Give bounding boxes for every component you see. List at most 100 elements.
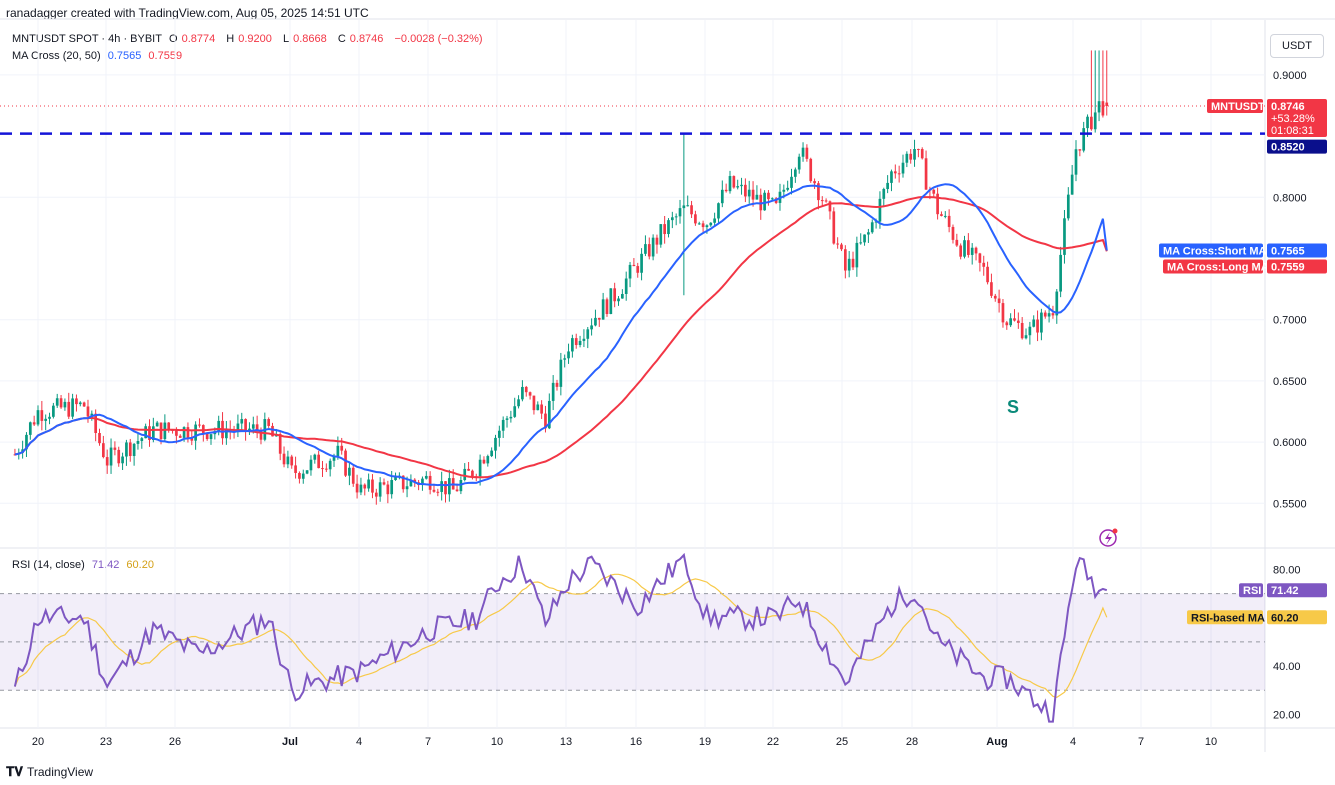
tradingview-logo-icon[interactable]: 𝐓𝐕	[6, 764, 23, 779]
candle-body	[1066, 194, 1070, 219]
rsi-legend-title[interactable]: RSI (14, close)	[12, 559, 85, 571]
candle-body	[974, 247, 978, 254]
candle-body	[763, 192, 766, 211]
symbol-name[interactable]: MNTUSDT SPOT · 4h · BYBIT	[12, 33, 162, 45]
long-ma-value-tag-text: 0.7559	[1271, 262, 1305, 274]
candle-body	[909, 153, 913, 160]
time-axis-label: 26	[169, 736, 181, 748]
long-ma-name-tag-text: MA Cross:Long MA	[1167, 262, 1269, 274]
candle-body	[94, 413, 98, 434]
resistance-tag[interactable]: 0.8520	[1267, 139, 1327, 154]
candle-body	[17, 452, 21, 455]
candle-body	[232, 430, 236, 432]
candle-body	[317, 454, 320, 469]
footer-brand[interactable]: TradingView	[27, 765, 94, 779]
candle-body	[328, 460, 332, 470]
candle-body	[840, 244, 843, 250]
candle-body	[851, 258, 855, 268]
long-ma-name-tag[interactable]: MA Cross:Long MA	[1163, 259, 1269, 274]
candle-body	[786, 187, 790, 190]
rsi-value: 71.42	[91, 559, 120, 571]
candle-body	[832, 211, 836, 244]
rsi-ma-value-tag[interactable]: 60.20	[1267, 610, 1327, 625]
footer: 𝐓𝐕 TradingView	[6, 764, 93, 780]
short-ma-line	[14, 183, 1108, 487]
candle-body	[182, 427, 186, 438]
lightning-icon[interactable]	[1099, 528, 1118, 547]
candle-body	[163, 422, 167, 440]
short-ma-name-tag[interactable]: MA Cross:Short MA	[1159, 243, 1267, 258]
candle-body	[1070, 174, 1074, 195]
candle-body	[836, 243, 839, 245]
candle-body	[286, 456, 290, 465]
price-axis-label: 0.6500	[1273, 376, 1307, 388]
candle-body	[617, 298, 620, 302]
price-name-tag[interactable]: MNTUSDT	[1207, 99, 1265, 114]
candle-body	[259, 431, 263, 440]
candle-body	[770, 198, 774, 200]
ma-short-value: 0.7565	[107, 50, 142, 62]
candle-body	[801, 147, 805, 157]
candle-body	[524, 386, 528, 393]
candle-body	[98, 433, 101, 444]
candle-body	[528, 392, 532, 396]
short-ma-name-tag-text: MA Cross:Short MA	[1163, 246, 1267, 258]
candle-body	[151, 426, 155, 441]
candle-body	[313, 454, 317, 460]
candle-body	[863, 234, 866, 243]
long-ma-value-tag[interactable]: 0.7559	[1267, 259, 1327, 274]
candle-body	[820, 200, 824, 202]
candle-body	[213, 431, 217, 435]
price-value-tag[interactable]: 0.8746+53.28%01:08:31	[1267, 99, 1327, 138]
rsi-axis-label: 40.00	[1273, 661, 1301, 673]
price-value-tag-bg	[1267, 99, 1327, 138]
candle-body	[382, 482, 386, 485]
candle-body	[463, 468, 467, 481]
candle-body	[632, 264, 636, 267]
short-ma-value-tag-bg	[1267, 243, 1327, 258]
candle-body	[125, 442, 128, 457]
candle-body	[148, 426, 151, 441]
candle-body	[1078, 149, 1082, 151]
rsi-ma-name-tag[interactable]: RSI-based MA	[1187, 610, 1265, 625]
candle-body	[544, 413, 547, 429]
candle-body	[990, 282, 993, 296]
time-axis-label: 4	[1070, 736, 1076, 748]
rsi-band-fill	[0, 593, 1265, 691]
candle-body	[574, 338, 578, 346]
candle-body	[563, 358, 567, 360]
candle-body	[1016, 320, 1020, 323]
short-ma-value-tag[interactable]: 0.7565	[1267, 243, 1327, 258]
price-axis-label: 0.5500	[1273, 498, 1307, 510]
candle-body	[1105, 102, 1109, 107]
rsi-name-tag-bg	[1239, 583, 1263, 598]
candle-body	[517, 399, 520, 407]
currency-unit-button[interactable]: USDT	[1270, 34, 1324, 58]
candle-body	[113, 447, 117, 450]
ma-legend-title[interactable]: MA Cross (20, 50)	[12, 50, 101, 62]
candle-body	[155, 422, 159, 427]
rsi-ma-name-tag-bg	[1187, 610, 1263, 625]
candle-body	[275, 434, 278, 437]
candle-body	[713, 218, 716, 223]
candle-body	[267, 419, 271, 426]
short-ma-name-tag-bg	[1159, 243, 1263, 258]
candle-body	[298, 472, 301, 479]
candle-body	[940, 214, 943, 216]
candle-body	[813, 181, 816, 184]
candle-body	[1063, 218, 1066, 255]
candle-body	[78, 402, 82, 405]
annotation-s: S	[1007, 397, 1019, 417]
candle-body	[936, 193, 939, 215]
rsi-name-tag[interactable]: RSI	[1239, 583, 1263, 598]
candle-body	[390, 480, 394, 495]
candle-body	[478, 459, 482, 477]
rsi-value-tag[interactable]: 71.42	[1267, 583, 1327, 598]
candle-body	[205, 432, 209, 440]
symbol-legend: MNTUSDT SPOT · 4h · BYBIT O 0.8774 H 0.920…	[12, 33, 487, 45]
attribution-text: ranadagger created with TradingView.com,…	[6, 6, 369, 20]
candle-body	[413, 479, 417, 483]
candle-body	[705, 225, 709, 228]
candle-body	[448, 478, 451, 495]
